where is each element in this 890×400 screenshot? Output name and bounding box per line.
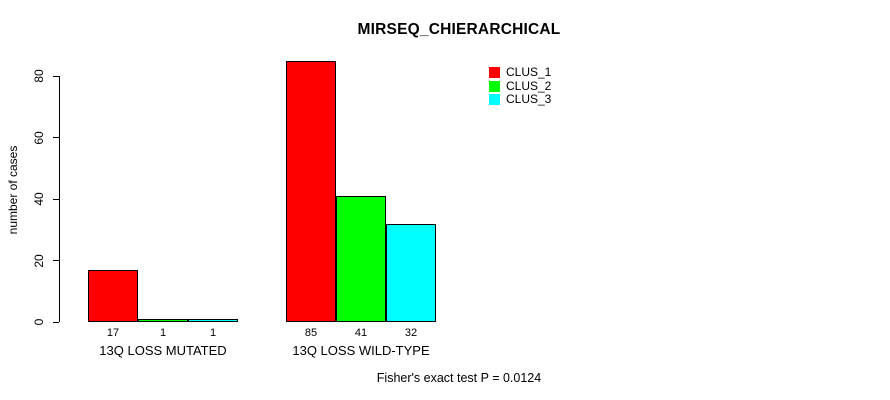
bar-value-label: 1	[159, 327, 167, 339]
bar-clus_2-1	[138, 318, 188, 322]
bar-value-label: 41	[354, 327, 368, 339]
legend: CLUS_1 CLUS_2 CLUS_3	[489, 65, 552, 108]
bar-clus_3-1	[188, 318, 238, 322]
legend-swatch-clus_2	[489, 80, 500, 92]
category-label: 13Q LOSS MUTATED	[99, 342, 227, 358]
y-axis-tick	[53, 198, 59, 200]
legend-label: CLUS_3	[506, 92, 552, 106]
chart-title: MIRSEQ_CHIERARCHICAL	[357, 21, 561, 38]
legend-item-clus_2: CLUS_2	[489, 78, 552, 93]
legend-item-clus_1: CLUS_1	[489, 65, 552, 79]
bar-value-label: 32	[404, 327, 418, 339]
legend-swatch-clus_3	[489, 94, 500, 105]
y-axis-tick	[53, 137, 59, 139]
y-axis-line	[59, 76, 60, 322]
y-axis-tick-label: 40	[32, 192, 46, 206]
bar-value-label: 17	[106, 327, 120, 339]
bar-clus_1-1	[88, 269, 138, 322]
y-axis-tick	[53, 75, 59, 77]
bar-value-label: 85	[304, 327, 318, 339]
y-axis-tick-label: 20	[32, 253, 46, 268]
y-axis-tick	[53, 321, 59, 323]
bar-clus_2-2	[336, 196, 386, 322]
bar-value-label: 1	[209, 327, 217, 339]
bar-clus_3-2	[386, 223, 436, 322]
y-axis-tick-label: 80	[32, 69, 46, 84]
y-axis-tick-label: 60	[32, 131, 46, 145]
category-label: 13Q LOSS WILD-TYPE	[292, 342, 430, 358]
legend-swatch-clus_1	[489, 67, 500, 78]
bar-clus_1-2	[286, 61, 336, 322]
y-axis-tick	[53, 260, 59, 262]
fisher-test-annotation: Fisher's exact test P = 0.0124	[376, 371, 542, 385]
y-axis-tick-label: 0	[32, 318, 46, 326]
legend-label: CLUS_2	[506, 78, 552, 93]
legend-label: CLUS_1	[506, 65, 552, 79]
legend-item-clus_3: CLUS_3	[489, 92, 552, 106]
